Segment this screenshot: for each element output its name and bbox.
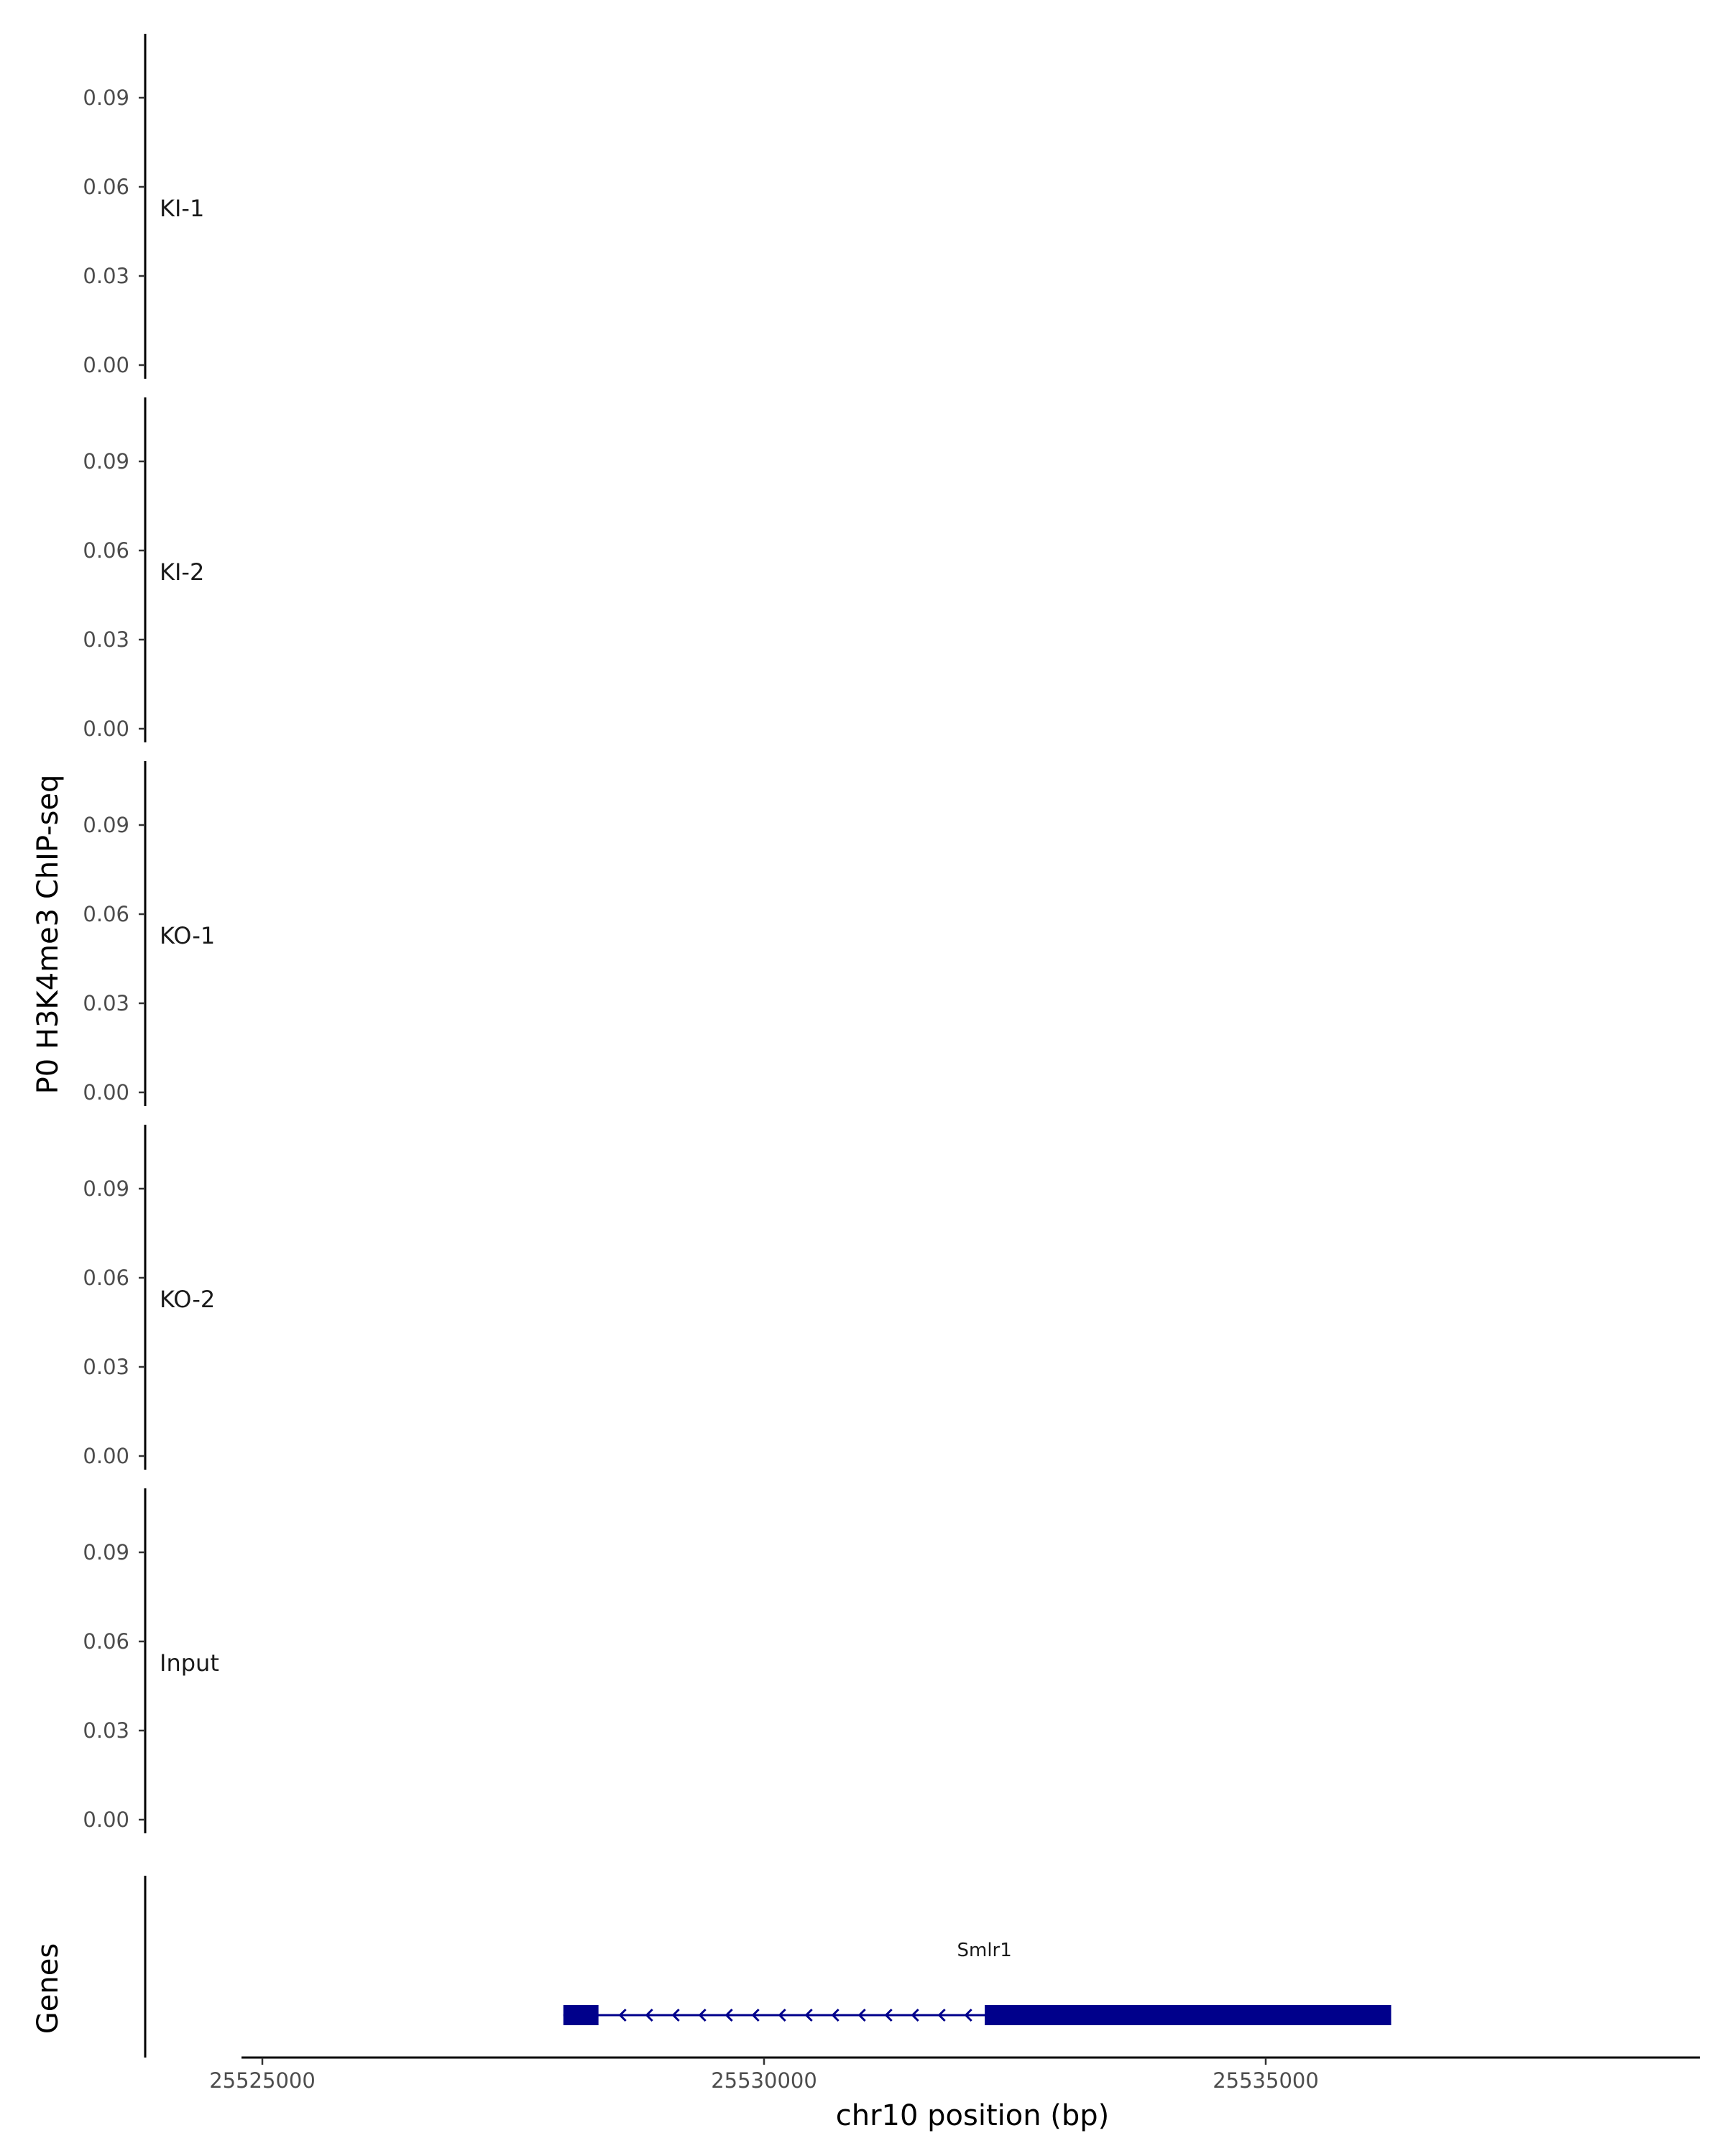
- y-tick-label: 0.06: [83, 1266, 129, 1290]
- strand-arrow: [831, 2008, 840, 2022]
- strand-arrow: [645, 2008, 653, 2022]
- x-tick-label: 25530000: [711, 2068, 817, 2093]
- y-tick-label: 0.03: [83, 1355, 129, 1379]
- strand-arrow: [857, 2008, 866, 2022]
- track-ki-1: 0.00 0.03 0.06 0.09 KI-1: [83, 34, 204, 379]
- track-label: Input: [160, 1649, 219, 1677]
- x-axis-title: chr10 position (bp): [836, 2099, 1110, 2132]
- y-tick-label: 0.03: [83, 627, 129, 652]
- y-tick-label: 0.09: [83, 1540, 129, 1565]
- x-tick-label: 25525000: [209, 2068, 316, 2093]
- track-label: KI-2: [160, 558, 204, 586]
- y-tick-label: 0.09: [83, 86, 129, 110]
- y-tick-label: 0.09: [83, 449, 129, 474]
- y-tick-label: 0.06: [83, 902, 129, 926]
- x-tick-label: 25535000: [1213, 2068, 1319, 2093]
- strand-arrow: [911, 2008, 919, 2022]
- y-tick-label: 0.00: [83, 717, 129, 741]
- strand-arrow: [964, 2008, 972, 2022]
- x-axis: 25525000 25530000 25535000: [209, 2056, 1700, 2093]
- y-tick-label: 0.06: [83, 1629, 129, 1654]
- y-axis-title: P0 H3K4me3 ChIP-seq: [32, 775, 65, 1095]
- strand-arrow: [751, 2008, 760, 2022]
- strand-arrow: [618, 2008, 627, 2022]
- strand-arrow: [884, 2008, 893, 2022]
- track-label: KI-1: [160, 195, 204, 222]
- genes-axis-title: Genes: [32, 1943, 65, 2034]
- y-tick-label: 0.06: [83, 175, 129, 199]
- track-label: KO-2: [160, 1286, 215, 1313]
- strand-arrow: [671, 2008, 680, 2022]
- y-tick-label: 0.00: [83, 1807, 129, 1832]
- y-tick-label: 0.00: [83, 1444, 129, 1468]
- y-tick-label: 0.00: [83, 353, 129, 377]
- strand-arrow: [937, 2008, 946, 2022]
- strand-arrow: [804, 2008, 813, 2022]
- y-tick-label: 0.00: [83, 1080, 129, 1105]
- y-tick-label: 0.06: [83, 538, 129, 563]
- track-label: KO-1: [160, 922, 215, 949]
- strand-arrow: [698, 2008, 707, 2022]
- y-tick-label: 0.09: [83, 813, 129, 837]
- gene-exon-thick: [985, 2005, 1392, 2025]
- y-tick-label: 0.03: [83, 991, 129, 1015]
- gene-name-label: Smlr1: [957, 1940, 1012, 1961]
- track-ko-2: 0.00 0.03 0.06 0.09 KO-2: [83, 1125, 215, 1470]
- y-tick-label: 0.03: [83, 264, 129, 288]
- track-ki-2: 0.00 0.03 0.06 0.09 KI-2: [83, 397, 204, 742]
- chip-seq-tracks: 0.00 0.03 0.06 0.09 KI-1 0.00 0.03 0.06 0.09 KI-2…: [83, 34, 219, 1833]
- track-ko-1: 0.00 0.03 0.06 0.09 KO-1: [83, 761, 215, 1106]
- y-tick-label: 0.03: [83, 1718, 129, 1743]
- gene-annotation-panel: Smlr1: [144, 1876, 1392, 2058]
- track-input: 0.00 0.03 0.06 0.09 Input: [83, 1488, 219, 1833]
- strand-arrow: [778, 2008, 786, 2022]
- strand-arrow: [724, 2008, 733, 2022]
- y-tick-label: 0.09: [83, 1176, 129, 1201]
- gene-exon: [563, 2005, 599, 2025]
